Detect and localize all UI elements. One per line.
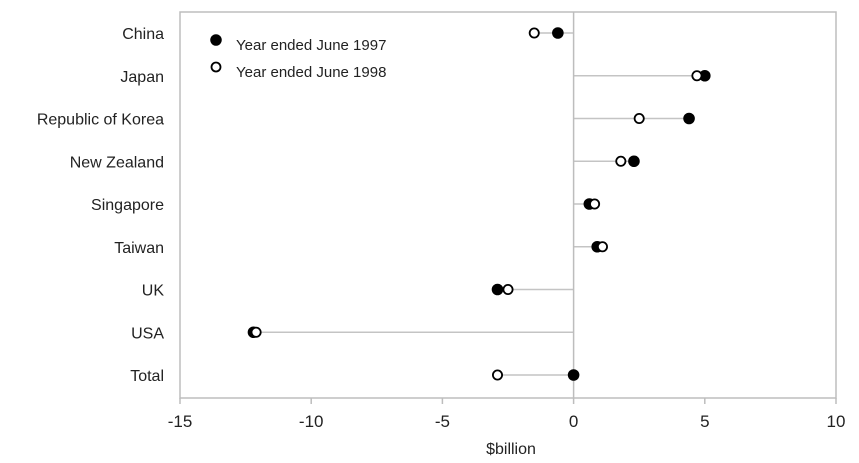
category-label: Japan [120,69,164,86]
category-label: New Zealand [70,154,164,171]
plot-area [179,11,837,399]
point-1998 [502,283,514,295]
x-tick-label: -10 [299,412,324,431]
category-label: UK [142,283,165,300]
x-tick-label: -5 [435,412,450,431]
y-axis-labels: China Japan Republic of Korea New Zealand Si… [37,26,165,385]
point-1998 [691,70,703,82]
data-points [247,27,711,381]
legend: Year ended June 1997 Year ended June 199… [210,34,386,81]
point-1998 [633,113,645,125]
x-tick-label: 0 [569,412,578,431]
point-1997 [552,27,564,39]
x-axis-ticks: -15 -10 -5 0 5 10 [168,398,846,431]
category-label: USA [131,325,164,342]
x-tick-label: 10 [827,412,846,431]
point-1998 [615,155,627,167]
x-tick-label: -15 [168,412,193,431]
legend-marker-1997 [210,34,222,46]
legend-label-1998: Year ended June 1998 [236,64,386,81]
category-label: Taiwan [114,240,164,257]
legend-marker-1998 [210,61,222,73]
point-1998 [492,369,504,381]
point-1997 [491,283,504,296]
legend-label-1997: Year ended June 1997 [236,37,386,54]
point-1998 [596,241,608,253]
point-1997 [683,112,695,125]
x-tick-label: 5 [700,412,709,431]
point-1998 [250,326,262,338]
point-1997 [628,155,640,168]
point-1997 [567,369,580,381]
point-1998 [589,198,601,210]
category-label: China [122,26,164,43]
category-label: Singapore [91,197,164,214]
point-1998 [528,27,540,39]
category-label: Total [130,368,164,385]
category-label: Republic of Korea [37,112,164,129]
x-axis-title: $billion [486,441,536,458]
